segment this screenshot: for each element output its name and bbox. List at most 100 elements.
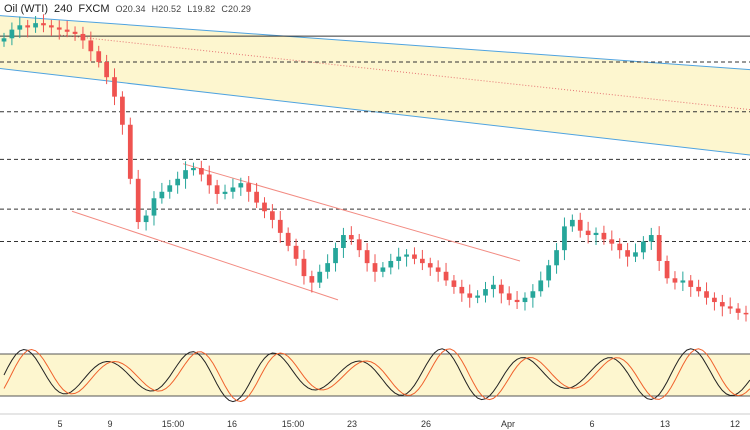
candle-body <box>333 248 338 264</box>
candle-body <box>577 219 583 231</box>
candle-body <box>151 198 157 216</box>
candle-body <box>688 280 694 287</box>
candle-body <box>404 254 409 257</box>
candle-body <box>33 23 38 28</box>
candle-body <box>364 250 370 264</box>
channel-upper-line <box>0 15 750 71</box>
candle-body <box>293 245 299 259</box>
candle-body <box>372 263 378 272</box>
stoch-k-line <box>3 348 750 403</box>
candle-body <box>443 271 449 281</box>
candle-body <box>356 239 362 251</box>
candle-body <box>135 178 141 223</box>
candle-body <box>656 235 662 261</box>
candle-body <box>127 124 133 179</box>
candle-body <box>25 25 31 28</box>
candle-body <box>64 29 70 32</box>
wedge-lower-line <box>71 210 339 301</box>
candle-body <box>348 235 354 240</box>
candle-body <box>522 297 528 303</box>
candle-body <box>396 256 402 261</box>
candle-body <box>712 297 717 303</box>
stoch-band <box>0 354 750 396</box>
candle-body <box>506 293 512 300</box>
channel-fill <box>0 15 750 156</box>
candle-body <box>672 278 678 283</box>
candle-body <box>569 219 575 227</box>
candle-body <box>538 280 544 292</box>
candle-body <box>159 191 165 199</box>
x-tick-label: 15:00 <box>282 419 305 429</box>
interval-label[interactable]: 240 <box>53 3 73 15</box>
candle-body <box>206 174 212 186</box>
candle-body <box>743 312 749 315</box>
time-axis: 5 9 15:00 16 15:00 23 26 Apr 6 13 12 <box>0 413 750 429</box>
candle-body <box>459 286 465 294</box>
candle-body <box>451 280 457 287</box>
candle-body <box>325 263 331 272</box>
candle-body <box>167 185 173 192</box>
candle-body <box>246 183 252 192</box>
x-tick-label: 5 <box>57 419 62 429</box>
candle-body <box>696 286 702 292</box>
candle-body <box>609 239 615 244</box>
candle-body <box>546 265 552 281</box>
candle-body <box>435 267 441 272</box>
candle-body <box>301 258 307 277</box>
candle-body <box>143 215 149 223</box>
candle-body <box>41 23 46 26</box>
candle-body <box>214 185 220 194</box>
x-tick-label: 26 <box>421 419 431 429</box>
candle-body <box>475 295 480 298</box>
candle-body <box>198 168 204 175</box>
candle-body <box>285 232 291 246</box>
stochastic-pane <box>0 348 750 403</box>
candle-body <box>191 168 196 171</box>
candle-body <box>617 243 623 251</box>
candle-body <box>380 267 386 272</box>
candle-body <box>270 211 275 220</box>
candle-body <box>262 202 267 212</box>
candle-body <box>1 38 7 42</box>
x-tick-label: 16 <box>227 419 237 429</box>
candle-body <box>48 25 54 28</box>
falling-wedge <box>71 163 521 301</box>
candle-body <box>648 235 654 242</box>
high-value: H20.52 <box>151 4 182 14</box>
candle-body <box>562 226 567 251</box>
candle-body <box>719 302 725 307</box>
symbol-name[interactable]: Oil (WTI) <box>4 3 48 15</box>
candle-body <box>277 219 283 233</box>
candle-body <box>664 260 670 279</box>
candle-body <box>238 183 244 188</box>
candle-body <box>96 51 102 63</box>
source-label: FXCM <box>78 3 110 15</box>
candle-body <box>17 25 23 30</box>
candle-body <box>9 29 15 39</box>
candle-body <box>183 170 188 179</box>
x-tick-label: 23 <box>347 419 357 429</box>
candle-body <box>498 284 504 294</box>
stoch-d-line <box>3 348 750 403</box>
x-tick-label: Apr <box>501 419 515 429</box>
symbol-legend: Oil (WTI) 240 FXCM O20.34 H20.52 L19.82 … <box>4 3 251 17</box>
candle-body <box>230 187 236 192</box>
candle-body <box>467 293 473 298</box>
x-tick-label: 12 <box>730 419 740 429</box>
x-tick-label: 13 <box>660 419 670 429</box>
x-tick-label: 15:00 <box>162 419 185 429</box>
candle-body <box>483 289 488 296</box>
candle-body <box>317 271 323 283</box>
candle-body <box>175 178 181 186</box>
candle-body <box>309 276 315 283</box>
candle-body <box>633 252 638 257</box>
close-value: C20.29 <box>221 4 252 14</box>
candle-body <box>222 191 228 194</box>
candle-body <box>341 235 346 248</box>
candlestick-series <box>1 14 749 322</box>
candle-body <box>412 254 417 259</box>
candle-body <box>585 230 591 236</box>
candle-body <box>388 260 394 268</box>
x-tick-label: 6 <box>589 419 594 429</box>
